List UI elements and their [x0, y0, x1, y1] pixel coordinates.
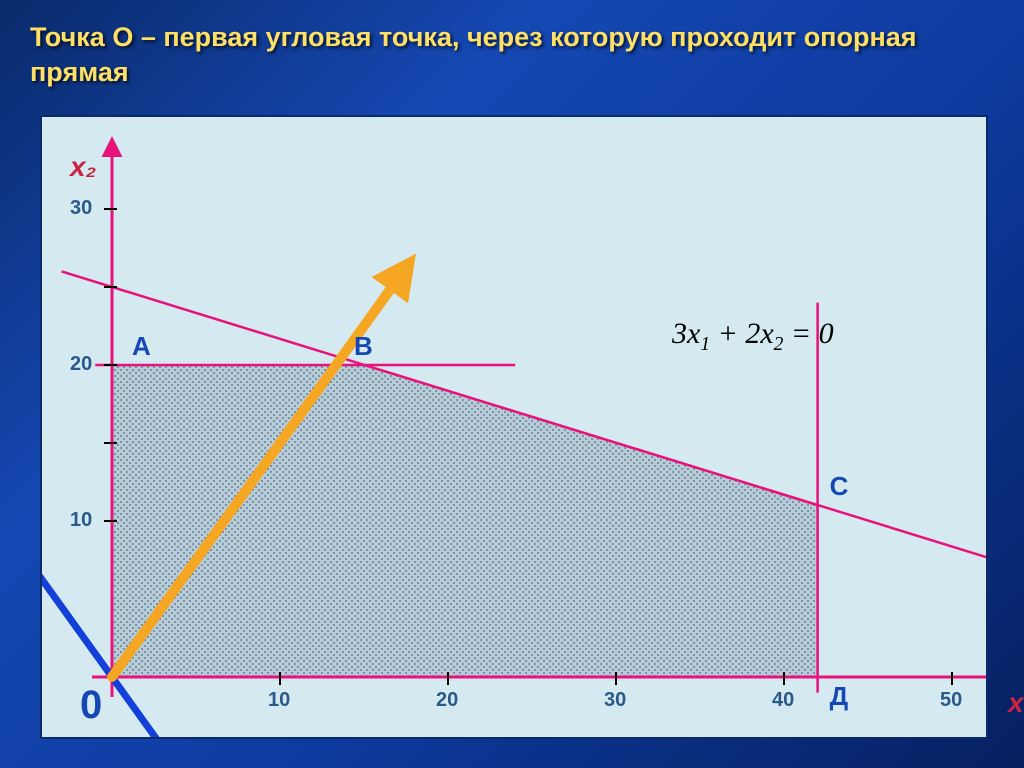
xtick-label: 10 [268, 689, 290, 712]
chart-svg [42, 117, 986, 737]
ytick-label: 30 [70, 197, 92, 220]
xtick-label: 20 [436, 689, 458, 712]
slide-title: Точка О – первая угловая точка, через ко… [30, 20, 994, 90]
chart-panel: x₂ x₁ 0 3x1 + 2x2 = 0 1020304050102030АВ… [40, 115, 988, 739]
xtick-label: 40 [772, 689, 794, 712]
slide-root: Точка О – первая угловая точка, через ко… [0, 0, 1024, 768]
ytick-label: 10 [70, 509, 92, 532]
point-label-C: С [830, 471, 849, 502]
xtick-label: 30 [604, 689, 626, 712]
point-label-B: В [354, 331, 373, 362]
xtick-label: 50 [940, 689, 962, 712]
y-axis-label: x₂ [70, 151, 96, 183]
x-axis-label: x₁ [1008, 687, 1024, 719]
point-label-D: Д [830, 681, 849, 712]
ytick-label: 20 [70, 353, 92, 376]
point-label-A: А [132, 331, 151, 362]
equation-label: 3x1 + 2x2 = 0 [672, 317, 834, 356]
origin-label: 0 [80, 683, 102, 728]
feasible-region [112, 365, 818, 677]
